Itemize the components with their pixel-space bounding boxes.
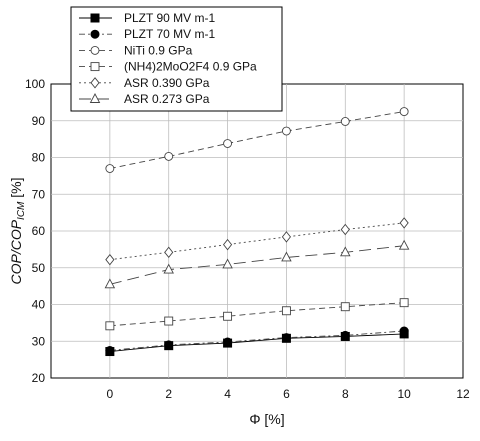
- legend-label-3: (NH4)2MoO2F4 0.9 GPa: [124, 60, 257, 74]
- data-point-4-0: [105, 253, 115, 266]
- legend-marker-5: [89, 93, 101, 103]
- data-point-3-2: [223, 311, 233, 321]
- legend-marker-4: [90, 77, 100, 89]
- y-tick-label-0: 20: [32, 371, 46, 385]
- legend: PLZT 90 MV m-1 PLZT 70 MV m-1 NiTi 0.9 GPa…: [70, 6, 283, 112]
- x-tick-label-5: 10: [397, 387, 411, 401]
- data-point-3-3: [281, 306, 291, 316]
- legend-label-0: PLZT 90 MV m-1: [124, 11, 215, 25]
- series-5: [104, 239, 410, 289]
- data-point-3-1: [164, 316, 174, 326]
- data-point-4-4: [340, 223, 350, 236]
- y-tick-label-3: 50: [32, 261, 46, 275]
- y-tick-label-8: 100: [25, 77, 45, 91]
- x-tick-label-2: 4: [224, 387, 231, 401]
- x-tick-label-3: 6: [283, 387, 290, 401]
- data-point-1-3: [281, 333, 291, 343]
- data-point-3-4: [340, 302, 350, 312]
- x-tick-label-4: 8: [342, 387, 349, 401]
- series-4: [105, 217, 409, 266]
- series-2: [105, 107, 409, 173]
- legend-marker-0: [90, 13, 100, 23]
- data-point-1-4: [340, 330, 350, 340]
- legend-label-2: NiTi 0.9 GPa: [124, 43, 193, 57]
- data-point-5-0: [104, 278, 116, 289]
- data-point-2-0: [105, 164, 115, 173]
- legend-marker-3: [90, 62, 100, 72]
- y-tick-label-6: 80: [32, 151, 46, 165]
- data-point-4-2: [222, 238, 233, 251]
- data-point-4-5: [399, 217, 409, 229]
- data-point-2-5: [399, 107, 409, 117]
- x-axis-label: Φ [%]: [249, 411, 284, 427]
- x-tick-label-1: 2: [165, 387, 172, 401]
- y-tick-label-1: 30: [32, 334, 46, 348]
- data-point-2-4: [340, 117, 350, 126]
- series-line-0: [109, 333, 405, 352]
- data-point-1-0: [105, 345, 115, 355]
- data-point-1-1: [164, 340, 174, 350]
- legend-label-5: ASR 0.273 GPa: [124, 92, 210, 106]
- data-point-1-5: [399, 326, 409, 336]
- data-point-4-1: [164, 246, 174, 259]
- legend-marker-2: [90, 45, 100, 55]
- data-point-1-2: [223, 337, 233, 347]
- data-point-5-5: [398, 239, 410, 250]
- series-3: [105, 298, 409, 331]
- legend-label-4: ASR 0.390 GPa: [124, 76, 210, 90]
- data-point-3-5: [399, 298, 409, 308]
- y-axis-label-part-1: ICM: [16, 201, 27, 220]
- data-point-2-3: [281, 126, 291, 136]
- data-point-5-1: [163, 263, 174, 274]
- y-axis-label-part-2: [%]: [8, 177, 24, 201]
- series-line-2: [109, 111, 405, 169]
- data-point-5-3: [281, 251, 292, 262]
- series-line-5: [109, 245, 405, 285]
- y-tick-label-5: 70: [32, 187, 46, 201]
- legend-label-1: PLZT 70 MV m-1: [124, 27, 215, 41]
- y-axis-label-part-0: COP/COP: [8, 219, 24, 284]
- x-tick-label-0: 0: [107, 387, 114, 401]
- y-tick-label-4: 60: [32, 224, 46, 238]
- data-point-5-4: [340, 246, 351, 257]
- y-tick-label-2: 40: [32, 298, 46, 312]
- legend-box: [70, 6, 283, 112]
- legend-marker-1: [90, 29, 100, 39]
- data-point-4-3: [281, 231, 292, 243]
- series-1: [105, 326, 409, 355]
- y-tick-label-7: 90: [32, 114, 46, 128]
- data-point-2-1: [164, 151, 174, 161]
- y-axis-label: COP/COPICM [%]: [8, 177, 27, 284]
- x-tick-label-6: 12: [456, 387, 470, 401]
- data-point-3-0: [105, 321, 115, 331]
- data-point-5-2: [222, 258, 233, 269]
- data-point-2-2: [223, 139, 233, 148]
